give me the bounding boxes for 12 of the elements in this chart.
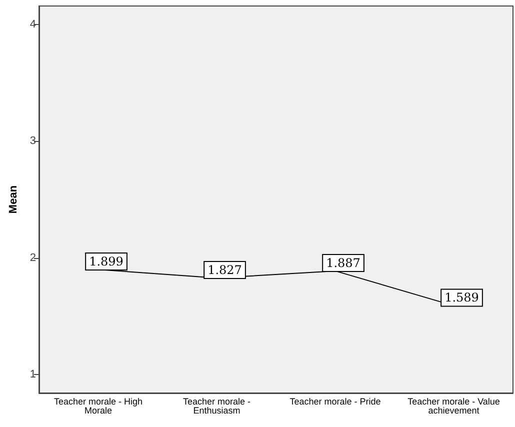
y-tick-label: 2: [30, 252, 36, 264]
x-tick-label: Teacher morale - Enthusiasm: [182, 396, 251, 416]
data-label: 1.887: [326, 256, 360, 270]
x-tick-label: Teacher morale - Value achievement: [408, 396, 500, 416]
data-label: 1.827: [208, 262, 242, 277]
y-tick-label: 4: [30, 18, 36, 31]
x-tick-label: Teacher morale - High Morale: [54, 396, 143, 416]
data-label: 1.899: [89, 254, 124, 269]
x-tick-label: Teacher morale - Pride: [290, 396, 381, 406]
y-axis-title: Mean: [8, 185, 20, 214]
y-tick-label: 1: [30, 368, 36, 380]
data-label: 1.589: [444, 290, 479, 305]
